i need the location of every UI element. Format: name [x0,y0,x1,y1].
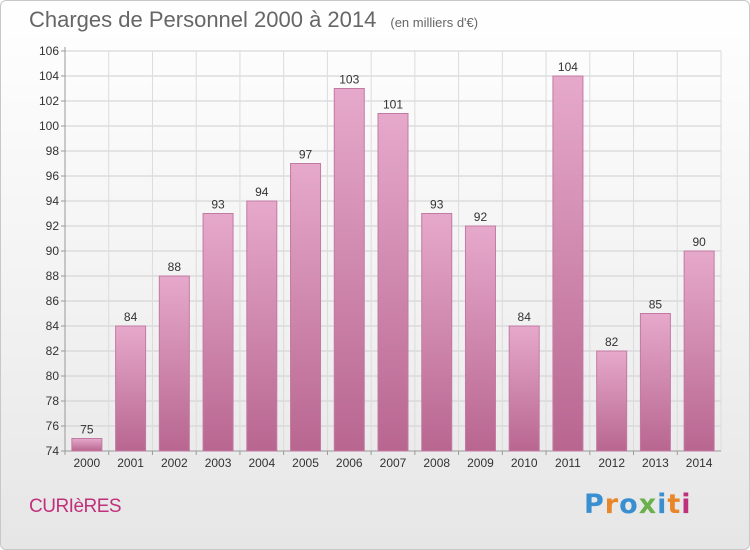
proxiti-logo: Proxiti [584,489,692,520]
bar-value-label: 92 [474,210,488,224]
x-tick-label: 2004 [248,456,275,470]
y-tick-label: 100 [39,119,59,133]
x-tick-label: 2014 [686,456,713,470]
y-tick-label: 90 [46,244,60,258]
bar [377,113,409,452]
bars [71,75,715,452]
y-tick-label: 82 [46,344,60,358]
logo-letter: i [681,489,692,520]
y-tick-label: 88 [46,269,60,283]
bar-value-label: 93 [430,198,444,212]
x-tick-label: 2013 [642,456,669,470]
y-tick-label: 94 [46,194,60,208]
y-tick-label: 102 [39,94,59,108]
bar [246,200,278,452]
bar [158,275,190,452]
bar [683,250,715,452]
bar-value-label: 84 [518,310,532,324]
x-tick-label: 2010 [511,456,538,470]
bar-value-label: 94 [255,185,269,199]
x-tick-label: 2008 [423,456,450,470]
y-tick-label: 84 [46,319,60,333]
bar [115,325,147,452]
y-tick-label: 96 [46,169,60,183]
bar-value-label: 75 [80,423,94,437]
bar-value-label: 101 [383,98,403,112]
bar-value-label: 85 [649,298,663,312]
bar [639,313,671,452]
logo-letter: t [667,489,682,520]
bar-value-label: 90 [692,235,706,249]
logo-letter: i [657,489,668,520]
bar [508,325,540,452]
bar-value-label: 97 [299,148,313,162]
logo-letter: r [604,489,620,520]
y-tick-label: 106 [39,44,59,58]
bar-value-label: 103 [339,73,359,87]
x-tick-label: 2006 [336,456,363,470]
y-tick-label: 104 [39,69,59,83]
bar [333,88,365,452]
bar [596,350,628,452]
y-tick-label: 74 [46,444,60,458]
city-name: CURIèRES [29,496,122,517]
y-tick-label: 86 [46,294,60,308]
x-tick-label: 2012 [598,456,625,470]
logo-letter: o [619,489,639,520]
x-tick-label: 2009 [467,456,494,470]
logo-letter: x [638,489,658,520]
bar [552,75,584,452]
y-tick-label: 78 [46,394,60,408]
title-text: Charges de Personnel 2000 à 2014 [29,7,377,32]
bar [421,213,453,452]
x-tick-label: 2002 [161,456,188,470]
bar-value-label: 84 [124,310,138,324]
bar [202,213,234,452]
labels: 75 2000 84 2001 88 2002 93 2003 94 2004 97 2005 103 2… [74,60,713,470]
y-tick-label: 76 [46,419,60,433]
x-tick-label: 2000 [74,456,101,470]
chart-subtitle: (en milliers d'€) [390,15,479,30]
y-tick-label: 92 [46,219,60,233]
bar-value-label: 82 [605,335,619,349]
chart-title: Charges de Personnel 2000 à 2014 (en mill… [29,7,478,33]
bar-value-label: 104 [558,60,578,74]
x-tick-label: 2003 [205,456,232,470]
bar-value-label: 88 [168,260,182,274]
bar [290,163,322,452]
x-tick-label: 2005 [292,456,319,470]
y-tick-label: 98 [46,144,60,158]
x-tick-label: 2011 [555,456,581,470]
logo-letter: P [584,489,605,520]
x-tick-label: 2007 [380,456,407,470]
bar [71,438,103,452]
bar-value-label: 93 [211,198,225,212]
bar [464,225,496,452]
x-tick-label: 2001 [117,456,144,470]
y-tick-label: 80 [46,369,60,383]
